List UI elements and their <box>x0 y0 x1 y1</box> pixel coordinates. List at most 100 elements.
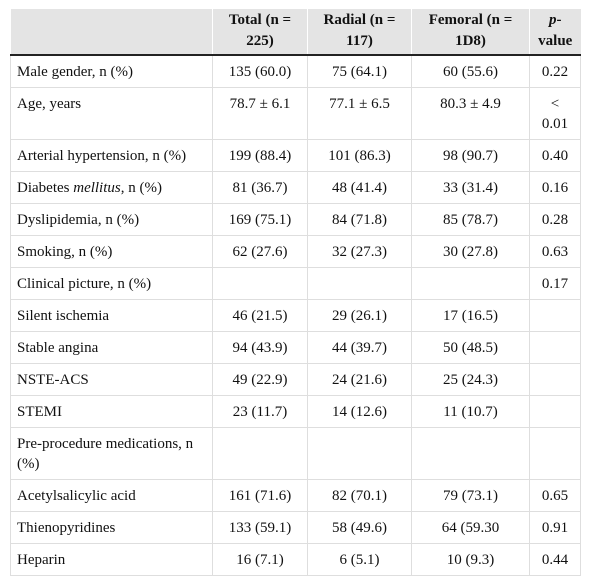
cell-p-value: 0.40 <box>529 139 581 172</box>
cell-radial: 82 (70.1) <box>307 479 412 512</box>
row-label: Diabetes mellitus, n (%) <box>10 171 213 204</box>
row-label-post: , n (%) <box>120 180 162 196</box>
table-row: Heparin 16 (7.1) 6 (5.1) 10 (9.3) 0.44 <box>10 543 581 576</box>
cell-radial: 101 (86.3) <box>307 139 412 172</box>
row-label: Thienopyridines <box>10 511 213 544</box>
cell-total: 169 (75.1) <box>212 203 308 236</box>
cell-femoral: 25 (24.3) <box>411 363 530 396</box>
cell-total: 16 (7.1) <box>212 543 308 576</box>
row-label: Smoking, n (%) <box>10 235 213 268</box>
cell-total: 199 (88.4) <box>212 139 308 172</box>
header-radial: Radial (n = 117) <box>307 9 412 56</box>
cell-femoral: 50 (48.5) <box>411 331 530 364</box>
cell-femoral: 85 (78.7) <box>411 203 530 236</box>
table-row: Smoking, n (%) 62 (27.6) 32 (27.3) 30 (2… <box>10 235 581 268</box>
cell-radial: 84 (71.8) <box>307 203 412 236</box>
table-row: Arterial hypertension, n (%) 199 (88.4) … <box>10 139 581 172</box>
cell-femoral: 33 (31.4) <box>411 171 530 204</box>
row-label: Arterial hypertension, n (%) <box>10 139 213 172</box>
cell-p-value: 0.44 <box>529 543 581 576</box>
cell-radial: 48 (41.4) <box>307 171 412 204</box>
cell-total <box>212 267 308 300</box>
cell-total: 62 (27.6) <box>212 235 308 268</box>
table-row: Silent ischemia 46 (21.5) 29 (26.1) 17 (… <box>10 299 581 332</box>
row-label: Heparin <box>10 543 213 576</box>
row-label: Dyslipidemia, n (%) <box>10 203 213 236</box>
cell-p-value: 0.63 <box>529 235 581 268</box>
table-row: Diabetes mellitus, n (%) 81 (36.7) 48 (4… <box>10 171 581 204</box>
table-row: Male gender, n (%) 135 (60.0) 75 (64.1) … <box>10 55 581 88</box>
cell-radial: 14 (12.6) <box>307 395 412 428</box>
row-label: Stable angina <box>10 331 213 364</box>
table-row: Acetylsalicylic acid 161 (71.6) 82 (70.1… <box>10 479 581 512</box>
cell-femoral <box>411 427 530 480</box>
cell-p-value <box>529 331 581 364</box>
cell-p-value: 0.22 <box>529 55 581 88</box>
row-label: Pre-procedure medications, n (%) <box>10 427 213 480</box>
cell-radial: 6 (5.1) <box>307 543 412 576</box>
cell-femoral: 11 (10.7) <box>411 395 530 428</box>
cell-total: 135 (60.0) <box>212 55 308 88</box>
row-label-italic: mellitus <box>73 180 121 196</box>
cell-p-value: 0.28 <box>529 203 581 236</box>
cell-p-value: 0.65 <box>529 479 581 512</box>
cell-total: 46 (21.5) <box>212 299 308 332</box>
table-row: Age, years 78.7 ± 6.1 77.1 ± 6.5 80.3 ± … <box>10 87 581 140</box>
header-p-italic: p <box>549 12 557 28</box>
cell-radial: 29 (26.1) <box>307 299 412 332</box>
cell-femoral: 17 (16.5) <box>411 299 530 332</box>
row-label-pre: Diabetes <box>17 180 74 196</box>
table-row: Pre-procedure medications, n (%) <box>10 427 581 480</box>
cell-radial: 77.1 ± 6.5 <box>307 87 412 140</box>
cell-total: 94 (43.9) <box>212 331 308 364</box>
cell-femoral: 60 (55.6) <box>411 55 530 88</box>
cell-radial <box>307 267 412 300</box>
cell-total: 49 (22.9) <box>212 363 308 396</box>
header-p-suffix: -value <box>538 12 573 49</box>
header-p-value: p-value <box>529 9 581 56</box>
cell-total: 133 (59.1) <box>212 511 308 544</box>
table-row: Dyslipidemia, n (%) 169 (75.1) 84 (71.8)… <box>10 203 581 236</box>
table-row: Thienopyridines 133 (59.1) 58 (49.6) 64 … <box>10 511 581 544</box>
cell-radial <box>307 427 412 480</box>
table-row: NSTE-ACS 49 (22.9) 24 (21.6) 25 (24.3) <box>10 363 581 396</box>
cell-femoral: 80.3 ± 4.9 <box>411 87 530 140</box>
table-row: STEMI 23 (11.7) 14 (12.6) 11 (10.7) <box>10 395 581 428</box>
header-row: Total (n = 225) Radial (n = 117) Femoral… <box>10 9 581 56</box>
cell-total: 78.7 ± 6.1 <box>212 87 308 140</box>
cell-radial: 24 (21.6) <box>307 363 412 396</box>
cell-p-value <box>529 427 581 480</box>
row-label: Male gender, n (%) <box>10 55 213 88</box>
cell-p-value: 0.17 <box>529 267 581 300</box>
baseline-characteristics-table: Total (n = 225) Radial (n = 117) Femoral… <box>10 9 581 576</box>
cell-radial: 58 (49.6) <box>307 511 412 544</box>
table-row: Clinical picture, n (%) 0.17 <box>10 267 581 300</box>
cell-p-value: < 0.01 <box>529 87 581 140</box>
cell-radial: 32 (27.3) <box>307 235 412 268</box>
row-label: Acetylsalicylic acid <box>10 479 213 512</box>
cell-total: 161 (71.6) <box>212 479 308 512</box>
row-label: STEMI <box>10 395 213 428</box>
cell-total: 81 (36.7) <box>212 171 308 204</box>
cell-radial: 75 (64.1) <box>307 55 412 88</box>
table-row: Stable angina 94 (43.9) 44 (39.7) 50 (48… <box>10 331 581 364</box>
header-total: Total (n = 225) <box>212 9 308 56</box>
header-femoral: Femoral (n = 1D8) <box>411 9 530 56</box>
row-label: Silent ischemia <box>10 299 213 332</box>
row-label: NSTE-ACS <box>10 363 213 396</box>
cell-p-value <box>529 395 581 428</box>
cell-femoral: 10 (9.3) <box>411 543 530 576</box>
row-label: Age, years <box>10 87 213 140</box>
cell-p-value: 0.16 <box>529 171 581 204</box>
row-label: Clinical picture, n (%) <box>10 267 213 300</box>
cell-p-value: 0.91 <box>529 511 581 544</box>
cell-radial: 44 (39.7) <box>307 331 412 364</box>
cell-total <box>212 427 308 480</box>
cell-femoral: 79 (73.1) <box>411 479 530 512</box>
cell-p-value <box>529 363 581 396</box>
cell-femoral <box>411 267 530 300</box>
cell-femoral: 64 (59.30 <box>411 511 530 544</box>
cell-femoral: 98 (90.7) <box>411 139 530 172</box>
cell-p-value <box>529 299 581 332</box>
header-label-column <box>10 9 213 56</box>
